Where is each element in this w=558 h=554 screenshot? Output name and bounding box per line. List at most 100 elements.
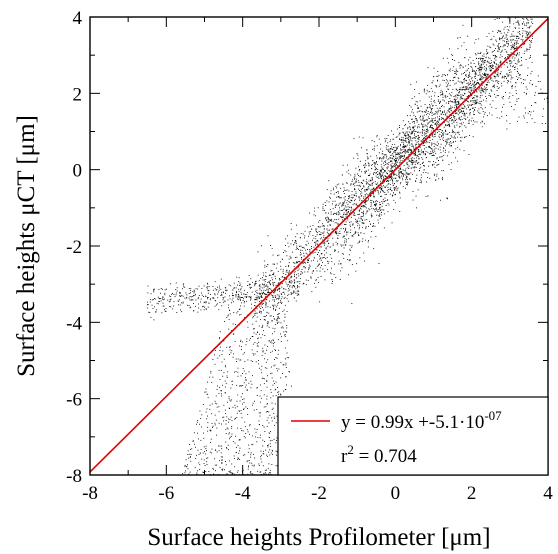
scatter-point bbox=[257, 338, 259, 340]
scatter-point bbox=[355, 193, 357, 194]
scatter-point bbox=[300, 253, 302, 255]
scatter-point bbox=[406, 137, 408, 139]
scatter-point bbox=[284, 334, 286, 335]
scatter-point bbox=[203, 432, 204, 434]
scatter-point bbox=[459, 91, 460, 92]
scatter-point bbox=[242, 341, 243, 343]
scatter-point bbox=[308, 258, 310, 259]
scatter-point bbox=[450, 100, 451, 102]
scatter-point bbox=[280, 293, 282, 295]
scatter-point bbox=[392, 153, 394, 155]
scatter-point bbox=[276, 289, 278, 290]
scatter-point bbox=[468, 87, 470, 89]
scatter-point bbox=[287, 294, 289, 296]
scatter-point bbox=[409, 137, 411, 139]
scatter-point bbox=[368, 188, 370, 190]
scatter-point bbox=[506, 51, 508, 53]
scatter-point bbox=[335, 229, 337, 231]
scatter-point bbox=[433, 154, 434, 156]
scatter-point bbox=[230, 285, 232, 287]
scatter-point bbox=[269, 469, 271, 471]
scatter-point bbox=[243, 382, 245, 384]
scatter-point bbox=[276, 284, 278, 286]
scatter-point bbox=[314, 207, 315, 209]
scatter-point bbox=[423, 120, 425, 121]
scatter-point bbox=[433, 142, 435, 144]
scatter-point bbox=[449, 108, 451, 109]
scatter-point bbox=[414, 166, 415, 168]
scatter-point bbox=[324, 228, 325, 230]
scatter-point bbox=[363, 197, 365, 199]
scatter-point bbox=[251, 464, 253, 466]
scatter-point bbox=[399, 127, 400, 128]
scatter-point bbox=[216, 451, 218, 453]
scatter-point bbox=[255, 283, 256, 285]
scatter-point bbox=[330, 234, 332, 236]
scatter-point bbox=[497, 32, 498, 33]
scatter-point bbox=[467, 68, 469, 69]
scatter-point bbox=[277, 370, 278, 372]
scatter-point bbox=[499, 38, 501, 39]
scatter-point bbox=[390, 160, 392, 162]
scatter-point bbox=[514, 40, 516, 42]
scatter-point bbox=[329, 196, 330, 198]
scatter-point bbox=[487, 80, 489, 82]
scatter-point bbox=[376, 161, 377, 163]
scatter-point bbox=[414, 134, 415, 136]
scatter-point bbox=[277, 387, 278, 388]
scatter-point bbox=[451, 119, 453, 121]
scatter-point bbox=[446, 116, 448, 118]
scatter-point bbox=[216, 304, 217, 306]
scatter-point bbox=[428, 146, 429, 148]
scatter-point bbox=[504, 45, 506, 47]
scatter-point bbox=[418, 137, 420, 138]
scatter-point bbox=[512, 35, 514, 37]
scatter-point bbox=[329, 225, 331, 226]
scatter-point bbox=[257, 251, 259, 253]
scatter-point bbox=[455, 103, 457, 105]
scatter-point bbox=[406, 163, 408, 165]
scatter-point bbox=[290, 275, 292, 277]
scatter-point bbox=[240, 291, 242, 293]
scatter-point bbox=[243, 436, 245, 437]
scatter-point bbox=[383, 176, 385, 178]
scatter-point bbox=[282, 273, 284, 274]
scatter-point bbox=[270, 315, 272, 317]
scatter-point bbox=[283, 364, 285, 366]
scatter-point bbox=[282, 364, 284, 366]
scatter-point bbox=[322, 203, 324, 205]
scatter-point bbox=[266, 315, 267, 316]
scatter-point bbox=[162, 296, 163, 298]
scatter-point bbox=[334, 232, 336, 234]
scatter-point bbox=[413, 148, 415, 150]
scatter-point bbox=[508, 80, 509, 82]
scatter-point bbox=[483, 55, 485, 57]
scatter-point bbox=[321, 253, 323, 255]
scatter-point bbox=[345, 209, 347, 211]
scatter-point bbox=[393, 156, 395, 158]
scatter-point bbox=[410, 139, 412, 141]
scatter-point bbox=[251, 435, 253, 437]
scatter-point bbox=[229, 354, 230, 355]
scatter-point bbox=[416, 160, 418, 162]
scatter-point bbox=[497, 70, 499, 72]
scatter-point bbox=[465, 86, 467, 88]
scatter-point bbox=[470, 100, 472, 101]
scatter-point bbox=[263, 473, 265, 475]
scatter-point bbox=[302, 259, 304, 260]
scatter-point bbox=[342, 217, 344, 218]
scatter-point bbox=[288, 246, 290, 248]
scatter-point bbox=[241, 293, 242, 295]
scatter-point bbox=[243, 293, 245, 295]
scatter-point bbox=[479, 74, 481, 76]
scatter-point bbox=[526, 24, 527, 26]
scatter-point bbox=[390, 160, 392, 162]
scatter-point bbox=[273, 296, 275, 298]
scatter-point bbox=[471, 89, 473, 91]
scatter-point bbox=[167, 299, 169, 301]
scatter-point bbox=[271, 402, 273, 404]
scatter-point bbox=[400, 168, 402, 170]
scatter-point bbox=[263, 309, 264, 311]
scatter-point bbox=[319, 258, 321, 260]
scatter-point bbox=[405, 137, 406, 139]
